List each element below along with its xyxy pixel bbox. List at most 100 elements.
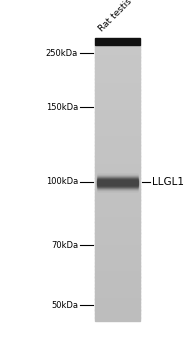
Bar [95,67,140,69]
Bar [95,74,140,76]
Bar [95,258,140,260]
Bar [97,179,138,180]
Bar [97,175,138,176]
Bar [97,191,138,192]
Bar [97,184,138,185]
Bar [95,45,140,47]
Bar [95,236,140,238]
Bar [95,207,140,209]
Bar [95,286,140,287]
Text: 150kDa: 150kDa [46,103,78,112]
Bar [95,163,140,165]
Bar [95,211,140,213]
Bar [95,156,140,158]
Bar [95,99,140,100]
Bar [95,57,140,59]
Bar [95,281,140,284]
Bar [95,46,140,48]
Bar [95,155,140,157]
Bar [97,178,138,179]
Bar [95,169,140,171]
Bar [95,114,140,116]
Bar [95,194,140,195]
Bar [95,187,140,189]
Bar [95,269,140,271]
Bar [95,294,140,296]
Bar [95,316,140,318]
Bar [95,251,140,253]
Bar [95,218,140,220]
Bar [95,315,140,316]
Bar [95,178,140,180]
Bar [95,279,140,281]
Bar [95,130,140,132]
Bar [95,180,140,182]
Bar [95,235,140,237]
Bar [95,226,140,229]
Bar [95,115,140,117]
Bar [95,92,140,93]
Bar [95,246,140,248]
Bar [95,59,140,61]
Bar [95,257,140,259]
Bar [97,189,138,190]
Bar [95,107,140,109]
Bar [95,220,140,222]
Bar [95,196,140,198]
Text: 70kDa: 70kDa [51,240,78,250]
Bar [95,53,140,55]
Bar [95,181,140,183]
Bar [97,181,138,182]
Bar [95,200,140,202]
Bar [97,183,138,184]
Bar [95,70,140,72]
Bar [97,191,138,192]
Bar [95,295,140,297]
Bar [97,177,138,178]
Bar [97,190,138,191]
Bar [95,144,140,146]
Bar [95,266,140,268]
Bar [95,104,140,106]
Bar [95,238,140,239]
Bar [97,190,138,191]
Bar [97,184,138,185]
Bar [95,170,140,172]
Bar [95,108,140,110]
Bar [95,77,140,78]
Bar [95,290,140,292]
Bar [95,172,140,173]
Bar [95,188,140,190]
Bar [95,117,140,118]
Bar [95,213,140,215]
Bar [95,248,140,250]
Bar [95,253,140,254]
Bar [95,126,140,128]
Bar [95,119,140,121]
Bar [95,305,140,307]
Bar [95,173,140,175]
Bar [95,63,140,65]
Bar [95,277,140,279]
Bar [97,187,138,188]
Bar [95,85,140,87]
Bar [95,89,140,91]
Bar [95,154,140,155]
Bar [95,216,140,217]
Bar [95,265,140,267]
Bar [95,232,140,234]
Bar [95,189,140,191]
Bar [95,313,140,315]
Bar [95,82,140,84]
Bar [95,284,140,286]
Bar [95,143,140,145]
Bar [95,291,140,293]
Bar [95,241,140,244]
Bar [97,180,138,181]
Bar [95,225,140,227]
Bar [95,134,140,136]
Bar [97,183,138,184]
Bar [95,192,140,194]
Bar [95,185,140,187]
Bar [95,121,140,122]
